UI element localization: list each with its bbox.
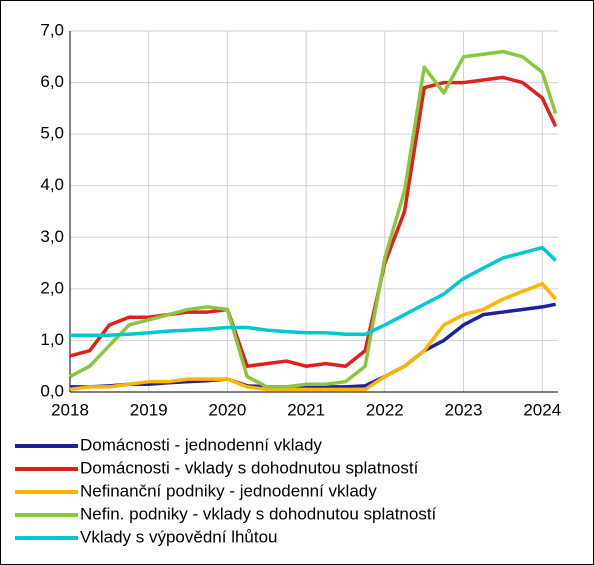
series-line <box>70 245 557 338</box>
x-tick-label: 2019 <box>130 400 168 419</box>
legend-label: Nefinanční podniky - jednodenní vklady <box>80 481 377 500</box>
x-tick-label: 2023 <box>445 400 483 419</box>
series-line <box>69 75 558 368</box>
legend-label: Nefin. podniky - vklady s dohodnutou spl… <box>80 504 437 523</box>
y-tick-label: 4,0 <box>40 175 64 194</box>
y-tick-label: 0,0 <box>40 381 64 400</box>
x-tick-label: 2021 <box>287 400 325 419</box>
legend-label: Domácnosti - vklady s dohodnutou splatno… <box>80 458 419 477</box>
x-tick-label: 2018 <box>51 400 89 419</box>
series-line <box>70 302 556 389</box>
y-tick-label: 5,0 <box>40 124 64 143</box>
y-tick-label: 6,0 <box>40 72 64 91</box>
y-tick-label: 3,0 <box>40 227 64 246</box>
legend-label: Vklady s výpovědní lhůtou <box>80 527 278 546</box>
y-tick-label: 7,0 <box>40 20 64 39</box>
x-tick-label: 2020 <box>209 400 247 419</box>
legend-label: Domácnosti - jednodenní vklady <box>80 435 322 454</box>
series-line <box>69 49 558 389</box>
y-tick-label: 2,0 <box>40 278 64 297</box>
series-line <box>69 281 557 392</box>
x-tick-label: 2022 <box>366 400 404 419</box>
y-tick-label: 1,0 <box>40 330 64 349</box>
x-tick-label: 2024 <box>523 400 561 419</box>
